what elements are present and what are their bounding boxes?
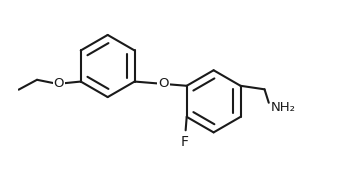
Text: NH₂: NH₂ (271, 101, 295, 114)
Text: F: F (181, 135, 189, 149)
Text: O: O (54, 77, 64, 90)
Text: O: O (158, 77, 169, 90)
